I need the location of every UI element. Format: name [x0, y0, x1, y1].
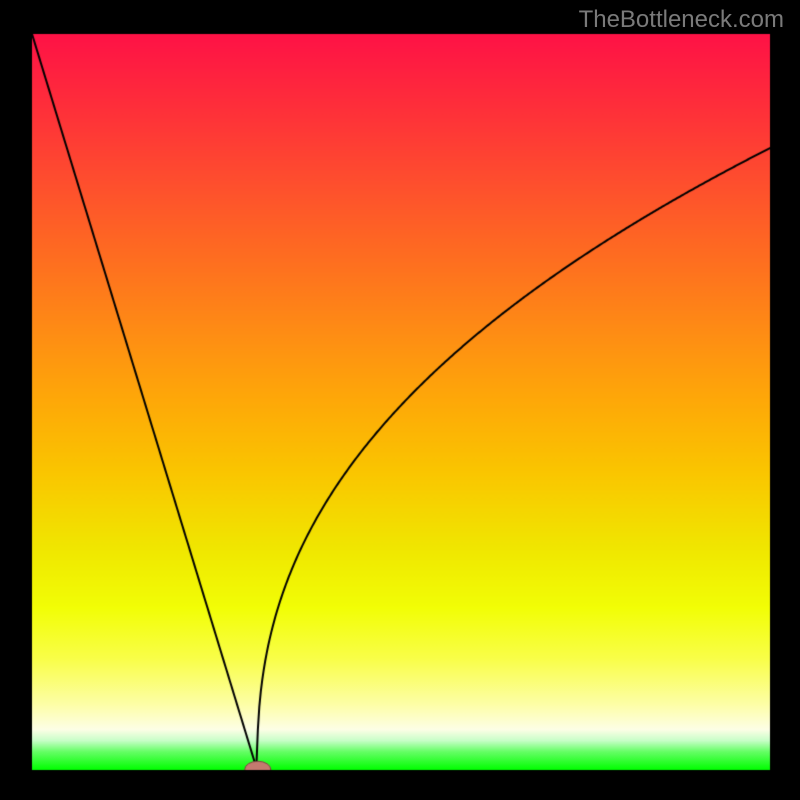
bottleneck-curve-chart: [0, 0, 800, 800]
chart-container: TheBottleneck.com: [0, 0, 800, 800]
watermark-text: TheBottleneck.com: [579, 6, 784, 34]
